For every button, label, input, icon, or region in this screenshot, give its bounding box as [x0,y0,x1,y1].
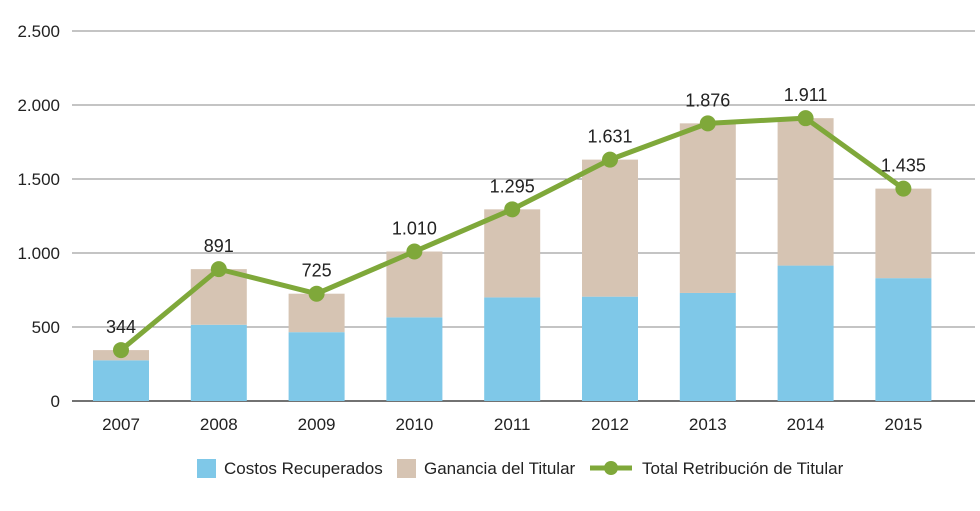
bar-ganancia-del-titular [190,269,247,325]
y-tick-label: 500 [32,318,60,337]
line-point [895,180,912,197]
bar-costos-recuperados [93,360,149,401]
data-label: 1.911 [784,85,828,105]
legend-label-ganancia: Ganancia del Titular [424,459,576,478]
bar-costos-recuperados [777,265,834,401]
x-tick-label: 2015 [884,415,922,434]
line-point [602,151,618,168]
bar-ganancia-del-titular [386,251,443,318]
x-tick-label: 2011 [494,415,531,434]
legend-label-total: Total Retribución de Titular [642,459,844,478]
line-point [308,285,325,302]
data-label: 1.435 [881,156,926,176]
y-tick-label: 2.000 [17,96,60,115]
line-point [210,261,227,278]
bar-ganancia-del-titular [679,123,736,293]
bar-costos-recuperados [484,297,541,401]
x-tick-label: 2013 [689,415,727,434]
y-axis-ticks: 0 500 1.000 1.500 2.000 2.500 [17,22,60,411]
bar-costos-recuperados [679,292,736,401]
data-label: 891 [204,236,234,256]
y-tick-label: 1.500 [17,170,60,189]
y-tick-label: 2.500 [17,22,60,41]
bar-ganancia-del-titular [582,159,638,297]
total-line [113,110,912,359]
line-point [699,115,716,132]
x-tick-label: 2009 [298,415,336,434]
bar-ganancia-del-titular [875,188,932,279]
data-label: 1.876 [685,90,730,110]
data-label: 725 [302,261,332,281]
data-label: 1.010 [392,219,437,239]
x-axis-ticks: 2007 2008 2009 2010 2011 2012 2013 2014 2015 [102,415,922,434]
y-tick-label: 0 [51,392,60,411]
data-label: 1.631 [587,127,632,147]
x-tick-label: 2012 [591,415,629,434]
bar-costos-recuperados [288,332,345,401]
x-tick-label: 2010 [395,415,433,434]
bar-costos-recuperados [386,317,443,401]
bar-ganancia-del-titular [484,209,541,298]
data-label: 344 [106,317,136,337]
line-point [113,342,129,359]
x-tick-label: 2014 [787,415,825,434]
line-point [406,243,423,260]
bars [93,118,932,401]
legend-label-costos: Costos Recuperados [224,459,383,478]
line-point [797,110,814,127]
legend-marker-total [604,461,618,475]
line-point [504,201,521,218]
legend: Costos Recuperados Ganancia del Titular To… [197,459,844,478]
data-labels: 344 891 725 1.010 1.295 1.631 1.876 1.911 1.435 [106,85,926,337]
legend-swatch-ganancia [397,459,416,478]
bar-ganancia-del-titular [777,118,834,266]
bar-costos-recuperados [875,278,932,401]
x-tick-label: 2008 [200,415,238,434]
bar-costos-recuperados [190,324,247,401]
y-tick-label: 1.000 [17,244,60,263]
legend-swatch-costos [197,459,216,478]
x-tick-label: 2007 [102,415,140,434]
data-label: 1.295 [490,176,535,196]
bar-costos-recuperados [582,296,638,401]
